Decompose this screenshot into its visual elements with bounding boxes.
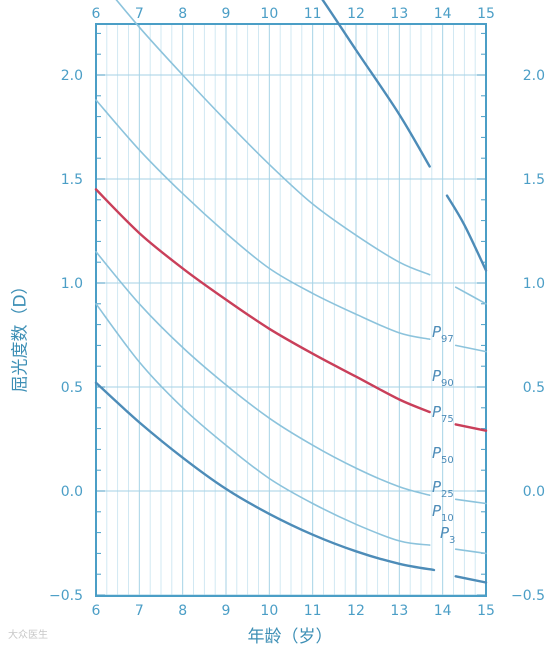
curve-p75: [95, 99, 431, 340]
x-tick-label-top: 12: [347, 6, 365, 22]
curve-p3: [94, 381, 436, 572]
curve-p25-tail: [454, 498, 487, 505]
x-tick-label-bottom: 14: [434, 603, 452, 619]
curve-p10-tail: [454, 548, 487, 555]
minor-gridlines: [106, 24, 476, 596]
plot-border: [95, 23, 487, 597]
series-label-p90: P90: [432, 367, 454, 389]
x-tick-label-bottom: 6: [92, 603, 101, 619]
x-tick-label-bottom: 8: [178, 603, 187, 619]
x-tick-label-top: 9: [222, 6, 231, 22]
x-tick-label-top: 10: [260, 6, 278, 22]
y-tick-label-right: −0.5: [511, 588, 545, 604]
y-tick-label-right: 0.0: [523, 484, 545, 500]
curve-p97-tail: [445, 194, 488, 272]
series-label-p97: P97: [432, 323, 454, 345]
x-tick-label-bottom: 10: [260, 603, 278, 619]
curve-p50: [94, 188, 431, 414]
y-tick-label-left: 1.5: [61, 172, 83, 188]
x-tick-label-bottom: 13: [390, 603, 408, 619]
x-tick-label-top: 15: [477, 6, 495, 22]
x-tick-label-top: 11: [304, 6, 322, 22]
y-tick-label-left: 0.0: [61, 484, 83, 500]
x-tick-label-top: 7: [135, 6, 144, 22]
y-tick-label-left: −0.5: [49, 588, 83, 604]
x-tick-label-bottom: 15: [477, 603, 495, 619]
curve-p90-tail: [454, 286, 487, 305]
curve-p75-tail: [454, 344, 487, 353]
axis-ticks: [96, 32, 486, 596]
x-tick-label-top: 13: [390, 6, 408, 22]
curve-p25: [95, 251, 431, 496]
x-tick-label-bottom: 12: [347, 603, 365, 619]
curve-p10: [95, 303, 431, 546]
x-tick-label-bottom: 11: [304, 603, 322, 619]
series-label-p50: P50: [432, 444, 454, 466]
y-tick-label-right: 0.5: [523, 380, 545, 396]
x-tick-label-bottom: 9: [222, 603, 231, 619]
series-label-p3: P3: [440, 524, 455, 546]
plot-frame: [95, 23, 487, 597]
series-label-p25: P25: [432, 478, 454, 500]
percentile-curves: [94, 0, 488, 584]
x-tick-label-bottom: 7: [135, 603, 144, 619]
y-tick-label-left: 2.0: [61, 68, 83, 84]
series-label-p75: P75: [432, 403, 454, 425]
y-axis-title: 屈光度数（D）: [10, 277, 31, 393]
curve-p97: [321, 0, 431, 168]
x-tick-label-top: 8: [178, 6, 187, 22]
y-tick-label-left: 1.0: [61, 276, 83, 292]
series-label-p10: P10: [432, 502, 454, 524]
x-tick-label-top: 6: [92, 6, 101, 22]
x-axis-title: 年龄（岁）: [247, 627, 333, 647]
y-tick-label-right: 2.0: [523, 68, 545, 84]
y-tick-label-left: 0.5: [61, 380, 83, 396]
tick-and-series-labels: 4.04.03.53.53.03.02.52.52.02.01.51.51.01…: [49, 6, 545, 619]
x-tick-label-top: 14: [434, 6, 452, 22]
curve-p50-tail: [454, 423, 488, 432]
curve-p90: [115, 0, 431, 276]
watermark-text: 大众医生: [8, 630, 48, 641]
y-tick-label-right: 1.5: [523, 172, 545, 188]
y-tick-label-right: 1.0: [523, 276, 545, 292]
curve-p3-tail: [454, 575, 488, 584]
